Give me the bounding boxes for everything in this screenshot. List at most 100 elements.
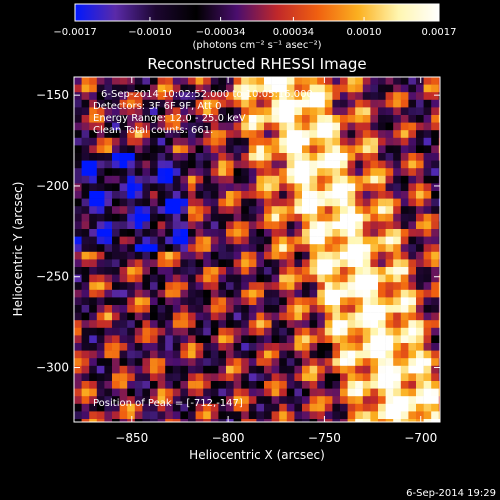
heatmap-cell <box>286 289 295 298</box>
heatmap-cell <box>226 381 234 389</box>
heatmap-cell <box>172 403 181 412</box>
heatmap-cell <box>347 373 356 382</box>
heatmap-cell <box>119 274 128 283</box>
heatmap-cell <box>378 312 386 321</box>
heatmap-cell <box>233 213 242 222</box>
heatmap-cell <box>385 320 394 329</box>
heatmap-cell <box>324 122 333 131</box>
heatmap-cell <box>81 259 90 268</box>
heatmap-cell <box>264 130 272 139</box>
heatmap-cell <box>294 327 303 336</box>
heatmap-cell <box>408 373 417 382</box>
heatmap-cell <box>324 137 333 146</box>
heatmap-cell <box>248 419 257 422</box>
heatmap-cell <box>271 335 280 344</box>
heatmap-cell <box>370 365 379 374</box>
x-tick-label: −700 <box>404 431 437 445</box>
heatmap-cell <box>203 99 212 108</box>
heatmap-cell <box>294 343 303 351</box>
heatmap-cell <box>332 115 341 123</box>
heatmap-cell <box>302 130 310 139</box>
heatmap-cell <box>309 289 318 298</box>
heatmap-cell <box>142 411 151 420</box>
heatmap-cell <box>294 403 303 412</box>
heatmap-cell <box>324 411 333 420</box>
heatmap-cell <box>180 274 189 283</box>
heatmap-cell <box>134 77 143 85</box>
heatmap-cell <box>279 335 288 344</box>
heatmap-cell <box>416 213 424 222</box>
heatmap-cell <box>286 77 295 85</box>
heatmap-cell <box>96 221 105 230</box>
heatmap-cell <box>378 153 386 161</box>
heatmap-cell <box>302 77 310 85</box>
heatmap-cell <box>416 145 424 154</box>
heatmap-cell <box>112 153 120 161</box>
heatmap-cell <box>165 198 174 207</box>
heatmap-cell <box>165 327 174 336</box>
heatmap-cell <box>112 403 120 412</box>
heatmap-cell <box>96 244 105 253</box>
heatmap-cell <box>226 99 234 108</box>
heatmap-cell <box>271 396 280 405</box>
heatmap-cell <box>89 365 98 374</box>
heatmap-cell <box>302 84 310 93</box>
heatmap-cell <box>127 206 136 215</box>
heatmap-cell <box>74 160 82 169</box>
heatmap-cell <box>233 251 242 260</box>
heatmap-cell <box>294 115 303 123</box>
heatmap-cell <box>96 175 105 184</box>
heatmap-cell <box>302 251 310 260</box>
heatmap-cell <box>279 411 288 420</box>
heatmap-cell <box>119 160 128 169</box>
heatmap-cell <box>165 168 174 177</box>
heatmap-cell <box>302 274 310 283</box>
heatmap-cell <box>81 305 90 313</box>
heatmap-cell <box>400 130 409 139</box>
heatmap-cell <box>134 259 143 268</box>
heatmap-cell <box>104 403 113 412</box>
heatmap-cell <box>340 259 348 268</box>
heatmap-cell <box>218 403 227 412</box>
heatmap-cell <box>233 411 242 420</box>
heatmap-cell <box>112 411 120 420</box>
heatmap-cell <box>165 251 174 260</box>
heatmap-cell <box>385 381 394 389</box>
heatmap-cell <box>218 312 227 321</box>
heatmap-cell <box>279 403 288 412</box>
heatmap-cell <box>256 122 265 131</box>
heatmap-cell <box>347 168 356 177</box>
heatmap-cell <box>264 160 272 169</box>
heatmap-cell <box>416 259 424 268</box>
heatmap-cell <box>332 198 341 207</box>
heatmap-cell <box>241 259 250 268</box>
heatmap-cell <box>362 221 371 230</box>
heatmap-cell <box>286 115 295 123</box>
heatmap-cell <box>332 145 341 154</box>
heatmap-cell <box>81 335 90 344</box>
heatmap-cell <box>142 282 151 291</box>
heatmap-cell <box>74 320 82 329</box>
heatmap-cell <box>119 388 128 397</box>
heatmap-cell <box>332 335 341 344</box>
heatmap-cell <box>172 153 181 161</box>
heatmap-cell <box>104 175 113 184</box>
heatmap-cell <box>370 388 379 397</box>
heatmap-cell <box>370 373 379 382</box>
heatmap-cell <box>74 107 82 116</box>
heatmap-cell <box>74 259 82 268</box>
heatmap-cell <box>210 388 219 397</box>
heatmap-cell <box>362 403 371 412</box>
heatmap-cell <box>180 251 189 260</box>
heatmap-cell <box>416 419 424 422</box>
heatmap-cell <box>74 335 82 344</box>
heatmap-cell <box>241 183 250 192</box>
heatmap-cell <box>385 153 394 161</box>
heatmap-cell <box>218 343 227 351</box>
heatmap-cell <box>393 168 402 177</box>
heatmap-cell <box>309 229 318 237</box>
heatmap-cell <box>431 229 440 237</box>
heatmap-cell <box>423 343 432 351</box>
heatmap-cell <box>294 305 303 313</box>
heatmap-cell <box>340 419 348 422</box>
